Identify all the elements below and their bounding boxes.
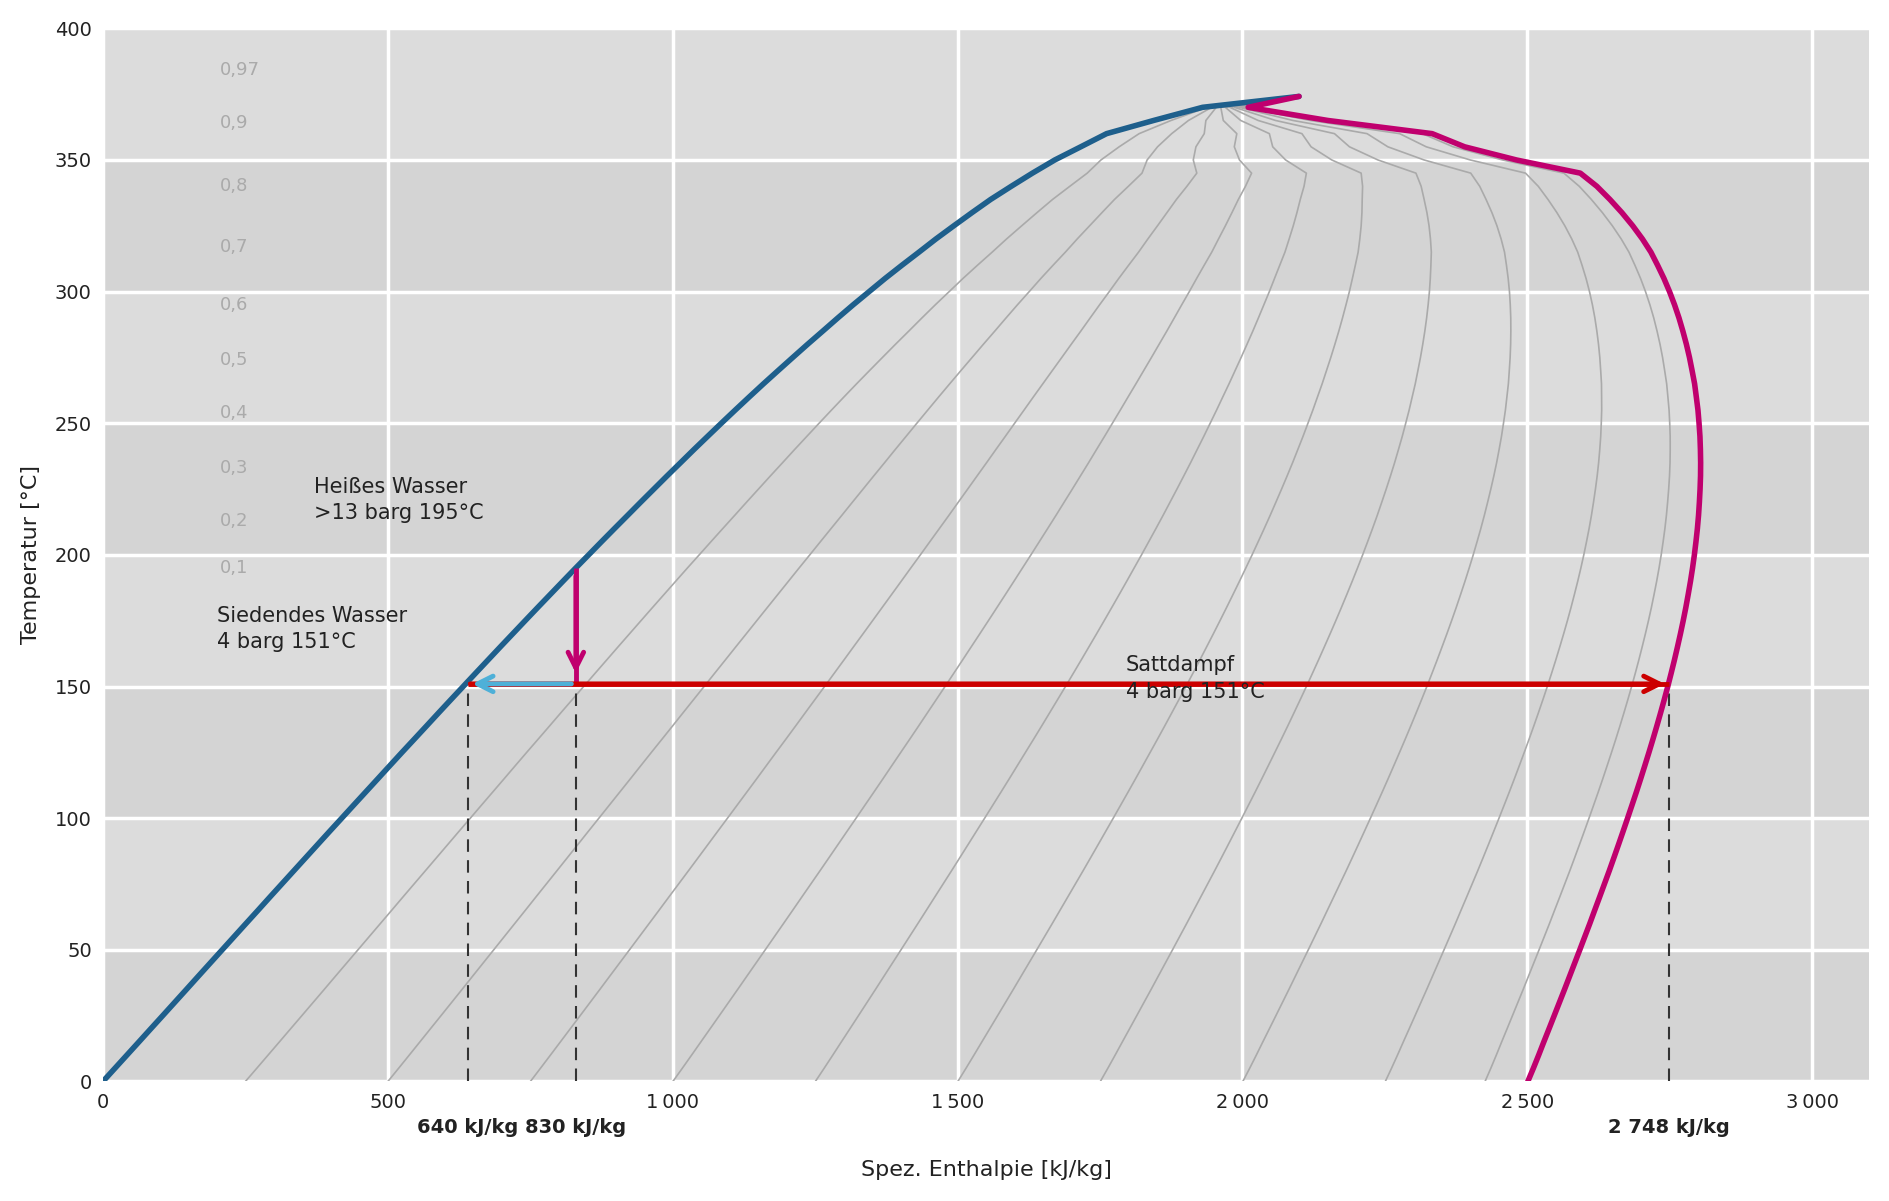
- Bar: [102, 292, 1868, 423]
- Text: 0,9: 0,9: [219, 114, 247, 132]
- Bar: [102, 950, 1868, 1081]
- Y-axis label: Temperatur [°C]: Temperatur [°C]: [21, 466, 42, 645]
- Bar: [102, 555, 1868, 687]
- Text: Siedendes Wasser
4 barg 151°C: Siedendes Wasser 4 barg 151°C: [217, 605, 406, 652]
- Bar: [102, 160, 1868, 292]
- Text: 2 748 kJ/kg: 2 748 kJ/kg: [1608, 1118, 1728, 1137]
- Bar: [102, 818, 1868, 950]
- Text: 0,7: 0,7: [219, 238, 247, 256]
- Text: Heißes Wasser
>13 barg 195°C: Heißes Wasser >13 barg 195°C: [314, 477, 484, 524]
- Text: 0,3: 0,3: [219, 459, 247, 477]
- Text: 640 kJ/kg: 640 kJ/kg: [417, 1118, 518, 1137]
- Text: 830 kJ/kg: 830 kJ/kg: [525, 1118, 625, 1137]
- Text: 0,4: 0,4: [219, 404, 247, 422]
- Bar: [102, 687, 1868, 818]
- Text: 0,5: 0,5: [219, 351, 247, 369]
- Text: 0,2: 0,2: [219, 512, 247, 530]
- Text: 0,6: 0,6: [219, 295, 247, 313]
- Bar: [102, 423, 1868, 555]
- Bar: [102, 29, 1868, 160]
- Text: 0,8: 0,8: [219, 178, 247, 196]
- Text: Sattdampf
4 barg 151°C: Sattdampf 4 barg 151°C: [1126, 656, 1264, 701]
- Text: 0,97: 0,97: [219, 61, 259, 79]
- X-axis label: Spez. Enthalpie [kJ/kg]: Spez. Enthalpie [kJ/kg]: [859, 1160, 1111, 1181]
- Text: 0,1: 0,1: [219, 558, 247, 576]
